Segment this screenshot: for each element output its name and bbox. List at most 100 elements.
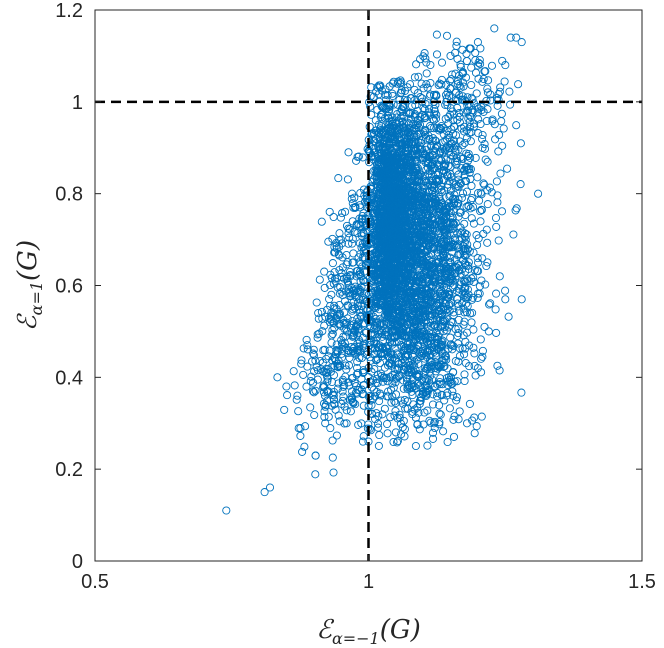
data-point — [383, 429, 392, 438]
data-point — [428, 182, 437, 191]
data-point — [372, 168, 381, 177]
data-point — [428, 428, 438, 437]
data-point — [382, 282, 391, 291]
data-point — [397, 160, 407, 169]
x-axis-label-arg: (G) — [380, 615, 421, 645]
data-point — [302, 382, 311, 391]
data-point — [440, 396, 449, 405]
data-point — [426, 60, 435, 70]
data-point — [373, 374, 382, 383]
data-point — [371, 378, 380, 388]
data-point — [441, 218, 450, 228]
data-point — [308, 387, 318, 396]
data-point — [460, 276, 469, 285]
data-point — [500, 77, 509, 86]
data-point — [319, 367, 328, 376]
data-point — [480, 322, 489, 331]
data-point — [473, 293, 482, 302]
data-point — [437, 309, 446, 318]
data-point — [439, 427, 448, 436]
data-point — [449, 432, 459, 441]
data-point — [458, 227, 467, 236]
data-point — [337, 399, 346, 408]
data-point — [505, 87, 514, 96]
data-point — [317, 217, 326, 226]
data-point — [374, 120, 383, 129]
data-point — [359, 381, 368, 390]
data-point — [443, 437, 452, 447]
data-point — [345, 381, 354, 390]
data-point — [343, 175, 352, 184]
data-point — [300, 442, 309, 451]
data-point — [366, 288, 375, 297]
data-point — [462, 299, 471, 308]
data-point — [436, 410, 445, 419]
data-point — [418, 329, 427, 338]
data-point — [402, 216, 411, 225]
data-point — [455, 351, 464, 361]
data-point — [444, 243, 453, 252]
data-point — [446, 51, 455, 60]
data-point — [344, 239, 353, 248]
data-point — [396, 190, 405, 199]
data-point — [387, 338, 397, 347]
data-point — [418, 286, 427, 295]
data-point — [419, 181, 428, 190]
data-point — [516, 139, 525, 148]
data-point — [480, 140, 489, 149]
data-point — [353, 368, 363, 378]
data-point — [437, 216, 446, 225]
data-point — [358, 437, 368, 446]
data-point — [465, 399, 474, 408]
data-point — [426, 363, 435, 372]
data-point — [298, 447, 307, 456]
data-point — [320, 283, 329, 292]
data-point — [473, 173, 482, 182]
data-point — [309, 351, 319, 360]
data-point — [329, 391, 338, 400]
data-point — [452, 160, 461, 169]
data-point — [417, 203, 426, 212]
data-point — [391, 180, 400, 189]
data-point — [434, 155, 443, 164]
data-point — [348, 234, 357, 243]
data-point — [437, 391, 446, 400]
data-point — [372, 299, 381, 308]
data-point — [428, 262, 438, 271]
data-point — [466, 44, 475, 53]
data-point — [376, 145, 385, 154]
data-point — [389, 299, 398, 308]
data-point — [432, 50, 442, 59]
data-point — [424, 104, 434, 114]
data-point — [425, 135, 434, 144]
data-point — [379, 261, 388, 270]
data-point — [430, 382, 439, 391]
data-point — [355, 385, 364, 394]
data-point — [384, 331, 393, 341]
data-point — [413, 342, 422, 351]
data-point — [396, 139, 405, 148]
data-point — [358, 153, 367, 162]
data-point — [320, 391, 330, 400]
data-point — [476, 207, 485, 216]
data-point — [416, 314, 425, 323]
data-point — [340, 297, 349, 306]
data-point — [343, 314, 352, 323]
data-point — [373, 105, 382, 114]
data-point — [442, 94, 451, 103]
data-point — [483, 157, 492, 166]
data-point — [334, 356, 343, 366]
data-point — [327, 377, 337, 387]
data-point — [398, 229, 407, 238]
data-point — [371, 116, 380, 125]
data-point — [478, 352, 487, 361]
data-point — [384, 283, 393, 292]
data-point — [398, 226, 407, 235]
data-point — [411, 256, 421, 265]
data-point — [395, 130, 404, 139]
data-point — [409, 196, 418, 205]
data-point — [382, 104, 391, 113]
data-point — [392, 119, 401, 128]
data-point — [495, 130, 504, 139]
data-point — [330, 309, 339, 318]
